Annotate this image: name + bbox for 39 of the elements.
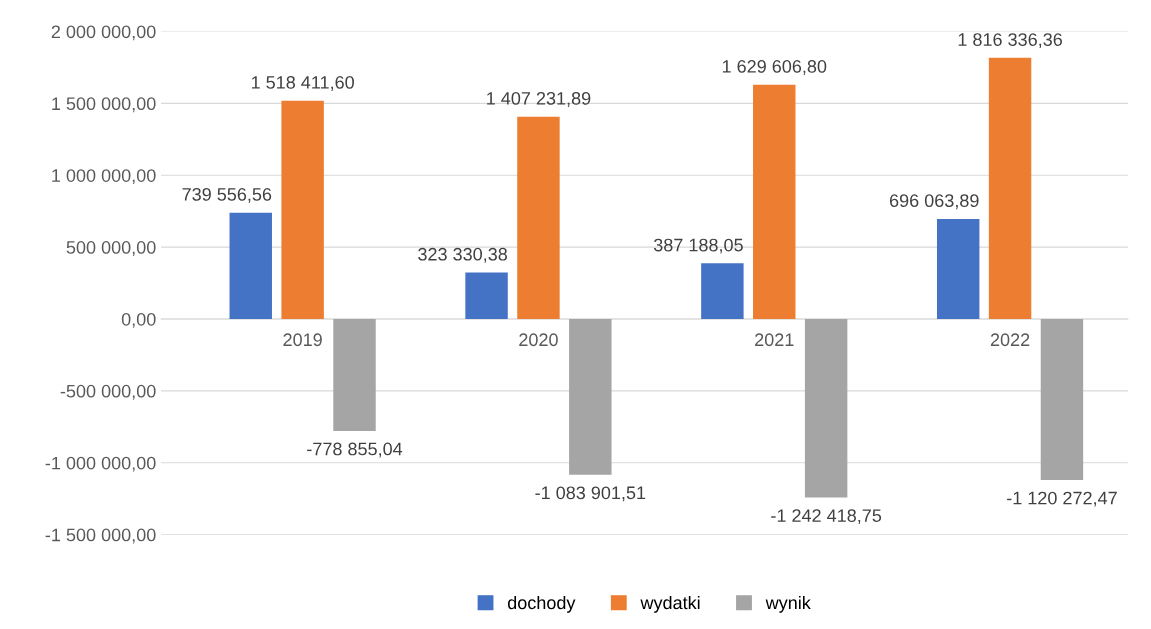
data-label: 1 629 606,80 — [722, 60, 827, 75]
data-label: -778 855,04 — [307, 442, 403, 458]
x-tick-label: 2022 — [990, 333, 1030, 347]
legend-label: dochody — [507, 595, 576, 613]
y-tick-label: -500 000,00 — [60, 384, 156, 400]
bar — [465, 272, 508, 319]
data-label: -1 083 901,51 — [535, 486, 646, 502]
x-tick-label: 2019 — [283, 333, 322, 347]
y-tick-label: -1 000 000,00 — [45, 456, 156, 472]
data-label: 323 330,38 — [418, 247, 508, 263]
y-tick-label: 500 000,00 — [66, 241, 156, 256]
bar — [569, 318, 612, 475]
data-label: 696 063,89 — [889, 194, 979, 210]
legend-label: wydatki — [640, 595, 700, 613]
x-tick-label: 2020 — [519, 333, 558, 347]
y-tick-label: 1 500 000,00 — [52, 97, 156, 113]
data-label: -1 242 418,75 — [771, 509, 882, 525]
data-label: 1 518 411,60 — [251, 76, 354, 91]
bar — [988, 57, 1032, 319]
bar — [517, 116, 560, 319]
legend-label: wynik — [765, 595, 811, 613]
x-tick-label: 2021 — [755, 333, 794, 347]
bar — [804, 318, 848, 498]
data-label: -1 120 272,47 — [1007, 491, 1117, 507]
bar — [701, 263, 744, 319]
bar — [753, 84, 796, 319]
data-label: 1 816 336,36 — [958, 33, 1062, 49]
y-tick-label: -1 500 000,00 — [45, 528, 156, 544]
y-tick-label: 0,00 — [121, 312, 156, 328]
bar — [1040, 318, 1084, 481]
bar — [281, 100, 324, 319]
bar — [333, 318, 376, 431]
bar — [229, 212, 272, 319]
y-tick-label: 2 000 000,00 — [51, 25, 156, 41]
bar — [936, 218, 980, 319]
data-label: 739 556,56 — [182, 187, 272, 203]
data-label: 387 188,05 — [653, 238, 743, 254]
y-tick-label: 1 000 000,00 — [52, 169, 156, 185]
data-label: 1 407 231,89 — [487, 91, 591, 107]
